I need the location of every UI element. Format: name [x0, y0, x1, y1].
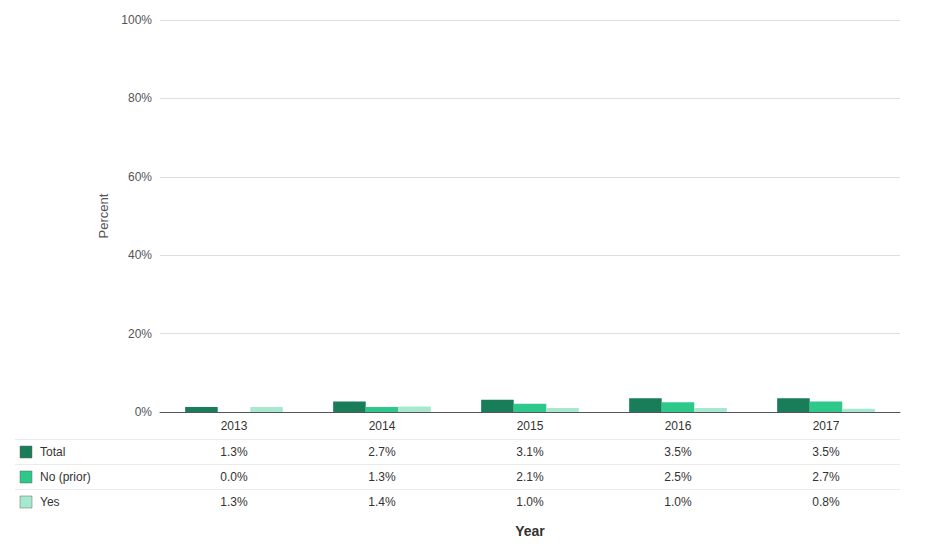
svg-text:60%: 60% — [128, 170, 152, 184]
svg-text:1.0%: 1.0% — [664, 495, 692, 509]
svg-text:3.5%: 3.5% — [664, 445, 692, 459]
svg-text:Percent: Percent — [96, 193, 111, 238]
svg-text:1.3%: 1.3% — [368, 470, 396, 484]
svg-text:No (prior): No (prior) — [40, 470, 91, 484]
svg-text:0.8%: 0.8% — [812, 495, 840, 509]
svg-text:2.7%: 2.7% — [368, 445, 396, 459]
svg-text:1.4%: 1.4% — [368, 495, 396, 509]
svg-text:20%: 20% — [128, 327, 152, 341]
svg-text:2013: 2013 — [221, 419, 248, 433]
svg-text:0%: 0% — [135, 405, 153, 419]
svg-text:1.0%: 1.0% — [516, 495, 544, 509]
svg-text:Total: Total — [40, 445, 65, 459]
svg-text:3.5%: 3.5% — [812, 445, 840, 459]
svg-text:2017: 2017 — [813, 419, 840, 433]
svg-text:100%: 100% — [121, 13, 152, 27]
svg-text:2.5%: 2.5% — [664, 470, 692, 484]
svg-text:2014: 2014 — [369, 419, 396, 433]
svg-text:2016: 2016 — [665, 419, 692, 433]
svg-text:2.7%: 2.7% — [812, 470, 840, 484]
svg-text:1.3%: 1.3% — [220, 445, 248, 459]
svg-text:2.1%: 2.1% — [516, 470, 544, 484]
svg-text:Yes: Yes — [40, 495, 60, 509]
svg-text:0.0%: 0.0% — [220, 470, 248, 484]
svg-text:1.3%: 1.3% — [220, 495, 248, 509]
svg-text:3.1%: 3.1% — [516, 445, 544, 459]
svg-text:40%: 40% — [128, 248, 152, 262]
svg-text:2015: 2015 — [517, 419, 544, 433]
svg-text:80%: 80% — [128, 91, 152, 105]
svg-text:Year: Year — [515, 523, 545, 539]
